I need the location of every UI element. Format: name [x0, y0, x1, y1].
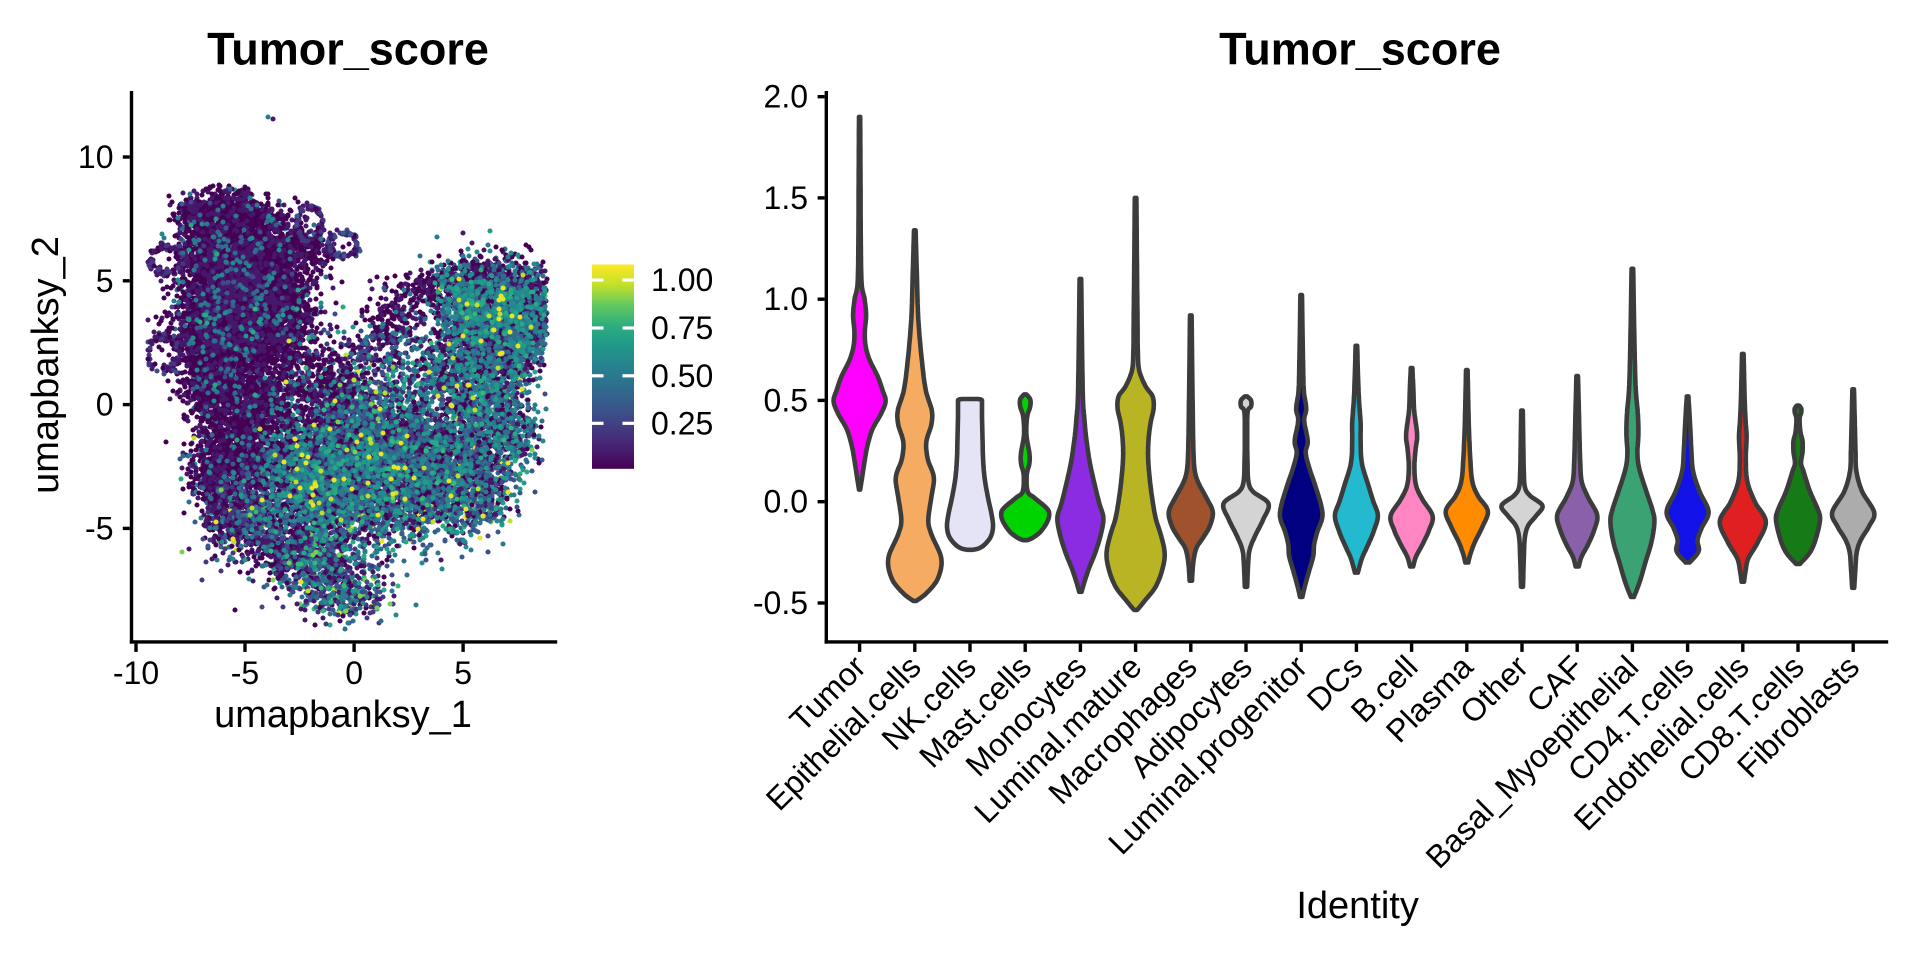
- svg-text:-5: -5: [231, 655, 259, 691]
- svg-text:0: 0: [96, 387, 114, 423]
- svg-text:Identity: Identity: [1296, 885, 1419, 927]
- svg-text:2.0: 2.0: [764, 79, 808, 115]
- svg-text:Tumor_score: Tumor_score: [1219, 24, 1501, 75]
- svg-text:1.00: 1.00: [651, 262, 713, 298]
- svg-text:-5: -5: [85, 510, 113, 546]
- svg-text:0.0: 0.0: [764, 484, 808, 520]
- svg-text:10: 10: [78, 139, 114, 175]
- svg-text:1.5: 1.5: [764, 180, 808, 216]
- svg-text:-0.5: -0.5: [753, 585, 808, 621]
- svg-text:umapbanksy_2: umapbanksy_2: [25, 236, 67, 494]
- svg-text:0.5: 0.5: [764, 382, 808, 418]
- svg-text:0.25: 0.25: [651, 405, 713, 441]
- svg-text:0.50: 0.50: [651, 358, 713, 394]
- svg-text:5: 5: [96, 263, 114, 299]
- svg-text:5: 5: [454, 655, 472, 691]
- svg-text:umapbanksy_1: umapbanksy_1: [214, 694, 472, 736]
- svg-text:0: 0: [345, 655, 363, 691]
- svg-text:0.75: 0.75: [651, 310, 713, 346]
- svg-text:Tumor_score: Tumor_score: [207, 24, 489, 75]
- svg-text:1.0: 1.0: [764, 281, 808, 317]
- svg-text:-10: -10: [113, 655, 159, 691]
